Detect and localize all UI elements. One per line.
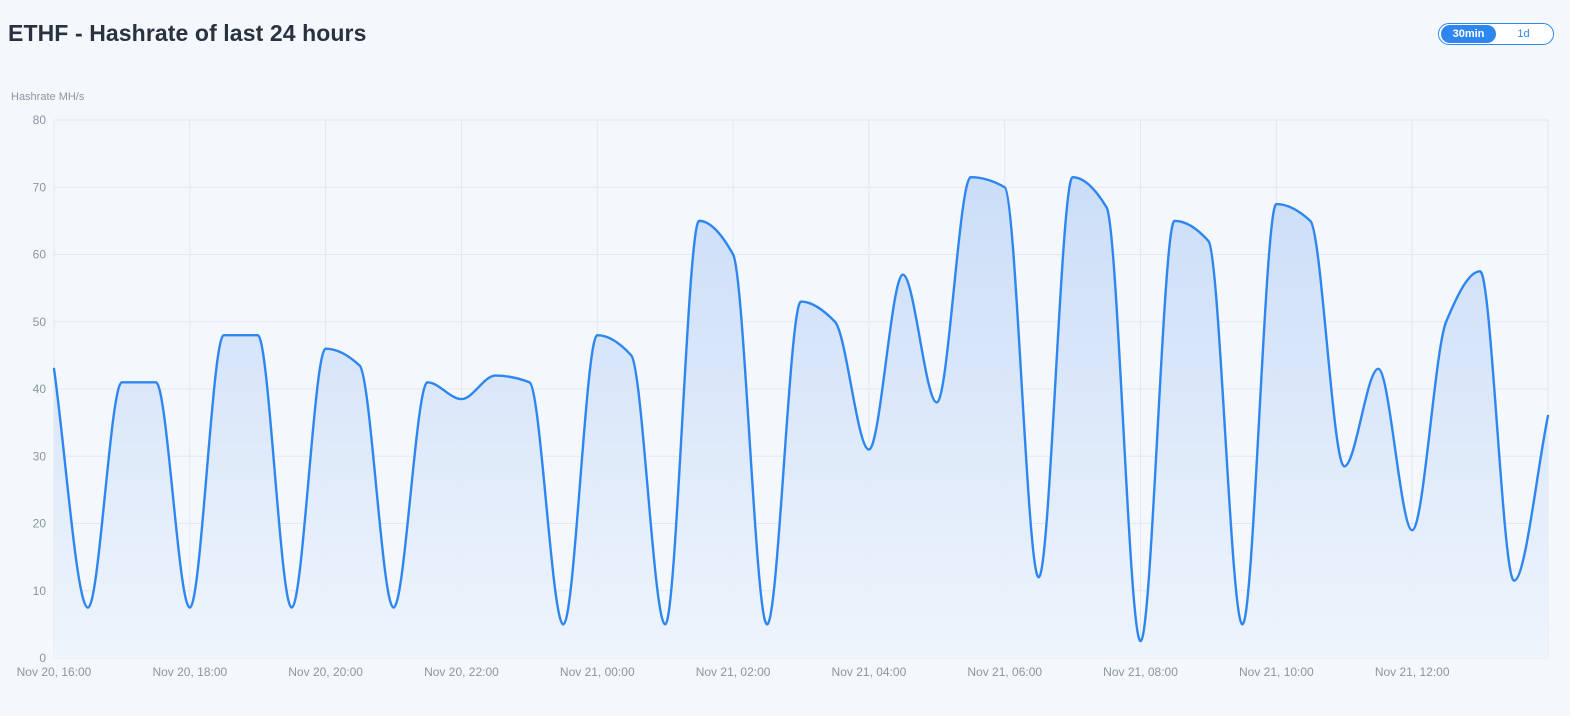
range-1d-button[interactable]: 1d <box>1517 28 1530 40</box>
hashrate-area <box>54 177 1548 658</box>
data-point <box>425 379 431 385</box>
data-point <box>1545 413 1551 419</box>
data-point <box>51 366 57 372</box>
x-tick-label: Nov 20, 20:00 <box>288 665 363 679</box>
hashrate-chart: Hashrate MH/s 0 10 20 30 40 50 60 70 80 Nov 20, … <box>11 91 1551 679</box>
y-axis-label: Hashrate MH/s <box>11 91 85 103</box>
data-point <box>492 373 498 379</box>
y-tick-label: 10 <box>33 584 47 598</box>
y-tick-label: 60 <box>33 248 47 262</box>
data-point <box>1070 174 1076 180</box>
y-tick-label: 20 <box>33 517 47 531</box>
data-point <box>968 174 974 180</box>
data-point <box>594 332 600 338</box>
data-point <box>153 379 159 385</box>
range-toggle: 30min 1d <box>1438 23 1554 45</box>
x-tick-label: Nov 21, 06:00 <box>967 665 1042 679</box>
data-point <box>1205 238 1211 244</box>
data-point <box>628 352 634 358</box>
data-point <box>1138 638 1144 644</box>
data-point <box>1511 578 1517 584</box>
x-tick-label: Nov 21, 00:00 <box>560 665 635 679</box>
data-point <box>1002 184 1008 190</box>
header: ETHF - Hashrate of last 24 hours 30min 1… <box>8 20 1554 52</box>
data-point <box>1239 621 1245 627</box>
data-point <box>323 346 329 352</box>
data-point <box>798 299 804 305</box>
hashrate-chart-container: Hashrate MH/s 0 10 20 30 40 50 60 70 80 Nov 20, … <box>0 80 1570 680</box>
data-point <box>85 605 91 611</box>
x-tick-label: Nov 20, 18:00 <box>152 665 227 679</box>
data-point <box>662 621 668 627</box>
data-point <box>1341 463 1347 469</box>
data-point <box>866 447 872 453</box>
x-tick-label: Nov 21, 08:00 <box>1103 665 1178 679</box>
data-point <box>1375 366 1381 372</box>
y-tick-labels: 0 10 20 30 40 50 60 70 80 <box>33 113 47 665</box>
x-tick-label: Nov 21, 04:00 <box>832 665 907 679</box>
data-point <box>832 319 838 325</box>
data-point <box>730 252 736 258</box>
data-point <box>357 362 363 368</box>
data-point <box>1036 574 1042 580</box>
x-tick-label: Nov 21, 02:00 <box>696 665 771 679</box>
x-tick-label: Nov 20, 16:00 <box>17 665 92 679</box>
data-point <box>934 399 940 405</box>
page-title: ETHF - Hashrate of last 24 hours <box>8 20 367 46</box>
y-tick-label: 50 <box>33 315 47 329</box>
data-point <box>119 379 125 385</box>
data-point <box>696 218 702 224</box>
data-point <box>1477 268 1483 274</box>
y-tick-label: 70 <box>33 180 47 194</box>
data-point <box>1172 218 1178 224</box>
data-point <box>289 605 295 611</box>
data-point <box>255 332 261 338</box>
y-tick-label: 30 <box>33 449 47 463</box>
y-tick-label: 40 <box>33 382 47 396</box>
range-30min-button[interactable]: 30min <box>1441 25 1496 43</box>
data-point <box>458 396 464 402</box>
data-point <box>560 621 566 627</box>
x-tick-label: Nov 20, 22:00 <box>424 665 499 679</box>
hashrate-line <box>52 175 1550 643</box>
x-tick-label: Nov 21, 10:00 <box>1239 665 1314 679</box>
data-point <box>391 605 397 611</box>
y-tick-label: 80 <box>33 113 47 127</box>
data-point <box>187 605 193 611</box>
x-tick-label: Nov 21, 12:00 <box>1375 665 1450 679</box>
data-point <box>221 332 227 338</box>
data-point <box>1273 201 1279 207</box>
data-point <box>1104 204 1110 210</box>
data-point <box>1409 527 1415 533</box>
data-point <box>1307 218 1313 224</box>
data-point <box>526 379 532 385</box>
data-point <box>900 272 906 278</box>
y-tick-label: 0 <box>39 651 46 665</box>
x-tick-labels: Nov 20, 16:00 Nov 20, 18:00 Nov 20, 20:00 N… <box>17 665 1450 679</box>
data-point <box>1443 319 1449 325</box>
data-point <box>764 621 770 627</box>
